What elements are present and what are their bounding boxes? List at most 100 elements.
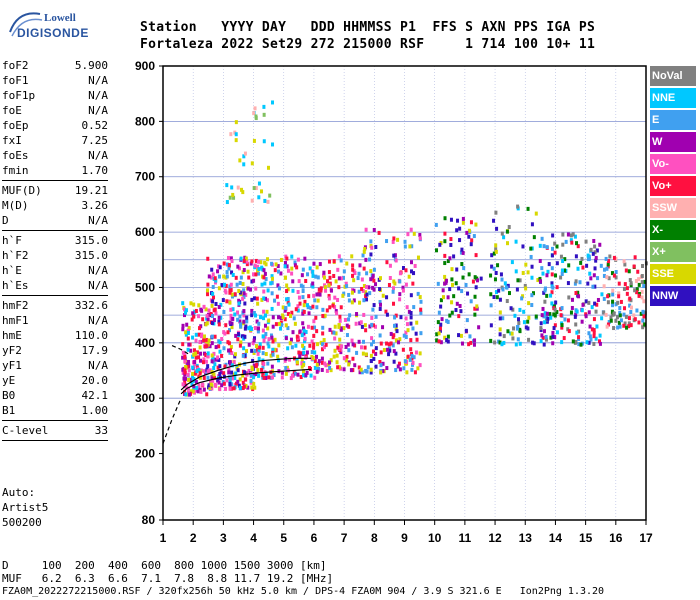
echo-point [541, 271, 545, 276]
echo-point [518, 341, 522, 346]
echo-point [240, 334, 244, 339]
echo-point [372, 303, 376, 308]
y-tick-label: 300 [135, 391, 155, 405]
echo-point [419, 310, 423, 315]
echo-point [596, 297, 600, 302]
echo-point [266, 298, 270, 303]
echo-point [553, 250, 557, 255]
echo-point [270, 274, 274, 279]
echo-point [301, 321, 305, 326]
echo-point [374, 282, 378, 287]
echo-point [186, 347, 190, 352]
echo-point [252, 338, 256, 343]
y-tick-label: 80 [142, 513, 156, 527]
echo-point [273, 337, 277, 342]
echo-point [474, 253, 478, 258]
echo-point [605, 266, 609, 271]
echo-point [529, 254, 533, 259]
echo-point [202, 304, 206, 309]
echo-point [473, 338, 477, 343]
echo-point [469, 242, 473, 247]
echo-point [217, 264, 221, 269]
echo-point [598, 242, 602, 247]
echo-point [500, 342, 504, 347]
echo-point [524, 262, 528, 267]
param-value: 1.70 [81, 164, 109, 177]
echo-point [295, 360, 299, 365]
header-labels: Station YYYY DAY DDD HHMMSS P1 FFS S AXN… [140, 20, 596, 35]
echo-point [409, 338, 413, 343]
echo-point [296, 308, 300, 313]
echo-point [228, 350, 232, 355]
echo-point [372, 227, 376, 232]
echo-point [629, 305, 633, 310]
x-tick-label: 8 [371, 531, 378, 545]
echo-point [369, 367, 373, 372]
echo-point [342, 291, 346, 296]
echo-point [345, 323, 349, 328]
echo-point [403, 359, 407, 364]
echo-point [302, 328, 306, 333]
echo-point [573, 281, 577, 286]
echo-point [567, 295, 571, 300]
echo-point [261, 345, 265, 350]
legend-item-e: E [650, 110, 696, 130]
echo-point [379, 363, 383, 368]
echo-point [236, 379, 240, 384]
echo-point [640, 280, 644, 285]
echo-point [212, 308, 216, 313]
echo-point [472, 342, 476, 347]
echo-point [551, 330, 555, 335]
echo-point [345, 261, 349, 266]
lowell-digisonde-logo: Lowell DIGISONDE [4, 4, 124, 44]
echo-point [602, 310, 606, 315]
param-row: B0 42.1 [2, 388, 108, 403]
echo-point [262, 316, 266, 321]
echo-point [266, 199, 270, 204]
echo-point [369, 277, 373, 282]
echo-point [256, 326, 260, 331]
echo-point [526, 270, 530, 275]
echo-point [354, 321, 358, 326]
echo-point [277, 269, 281, 274]
echo-point [302, 345, 306, 350]
echo-point [518, 278, 522, 283]
echo-point [270, 375, 274, 380]
echo-point [555, 310, 559, 315]
echo-point [307, 311, 311, 316]
echo-point [477, 325, 481, 330]
echo-point [392, 333, 396, 338]
echo-point [253, 263, 257, 268]
param-row: MUF(D) 19.21 [2, 183, 108, 198]
echo-point [498, 297, 502, 302]
echo-point [232, 195, 236, 200]
echo-point [594, 255, 598, 260]
echo-point [446, 259, 450, 264]
echo-point [592, 328, 596, 333]
echo-point [418, 233, 422, 238]
y-tick-label: 200 [135, 447, 155, 461]
param-value: N/A [88, 214, 108, 227]
echo-point [310, 325, 314, 330]
echo-point [297, 295, 301, 300]
echo-point [212, 295, 216, 300]
echo-point [309, 373, 313, 378]
echo-point [393, 253, 397, 258]
echo-point [419, 299, 423, 304]
footer-distance-row: D 100 200 400 600 800 1000 1500 3000 [km… [2, 559, 327, 572]
echo-point [192, 302, 196, 307]
legend-item-x: X- [650, 220, 696, 240]
echo-point [358, 263, 362, 268]
echo-point [574, 291, 578, 296]
echo-point [236, 368, 240, 373]
echo-point [584, 314, 588, 319]
echo-point [199, 307, 203, 312]
echo-point [408, 357, 412, 362]
echo-point [474, 285, 478, 290]
echo-point [276, 283, 280, 288]
echo-point [269, 333, 273, 338]
echo-point [351, 273, 355, 278]
echo-point [597, 339, 601, 344]
echo-point [260, 282, 264, 287]
echo-point [573, 314, 577, 319]
